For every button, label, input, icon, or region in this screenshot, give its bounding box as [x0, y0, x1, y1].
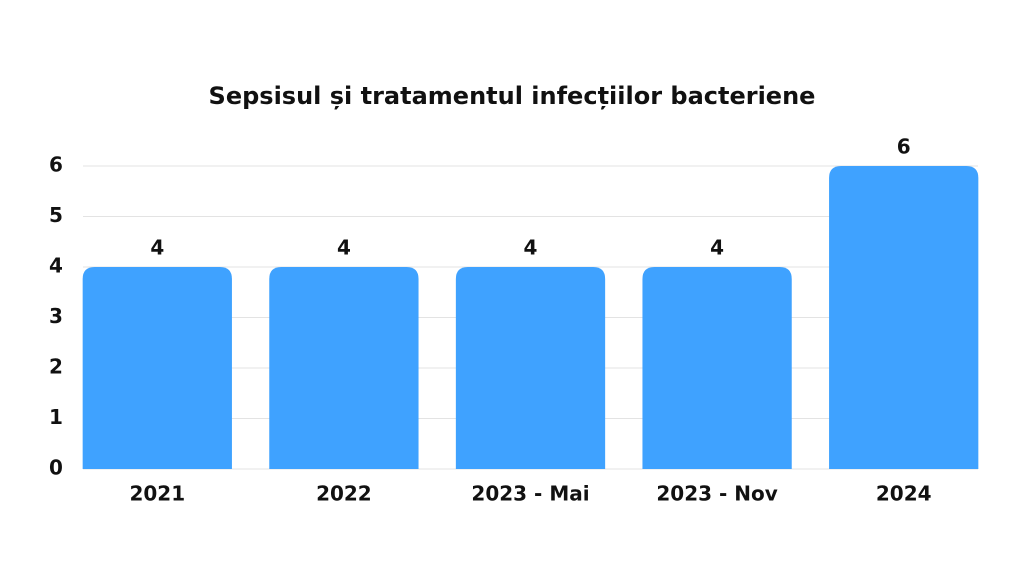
chart-title: Sepsisul și tratamentul infecțiilor bact… — [209, 82, 816, 110]
y-tick-label: 6 — [49, 153, 63, 177]
y-tick-label: 1 — [49, 405, 63, 429]
bar — [269, 267, 419, 469]
x-tick-label: 2023 - Mai — [471, 482, 589, 506]
data-label: 4 — [524, 236, 538, 260]
x-tick-label: 2022 — [316, 482, 372, 506]
y-tick-label: 4 — [49, 254, 63, 278]
y-tick-label: 2 — [49, 355, 63, 379]
y-tick-label: 3 — [49, 304, 63, 328]
y-tick-label: 0 — [49, 456, 63, 480]
x-tick-label: 2023 - Nov — [656, 482, 777, 506]
data-label: 4 — [150, 236, 164, 260]
bar — [829, 166, 979, 469]
y-tick-label: 5 — [49, 203, 63, 227]
data-label: 4 — [710, 236, 724, 260]
bar — [642, 267, 792, 469]
x-tick-label: 2024 — [876, 482, 932, 506]
x-tick-label: 2021 — [129, 482, 185, 506]
bar — [82, 267, 232, 469]
bar — [455, 267, 606, 469]
data-label: 6 — [897, 135, 911, 159]
data-label: 4 — [337, 236, 351, 260]
